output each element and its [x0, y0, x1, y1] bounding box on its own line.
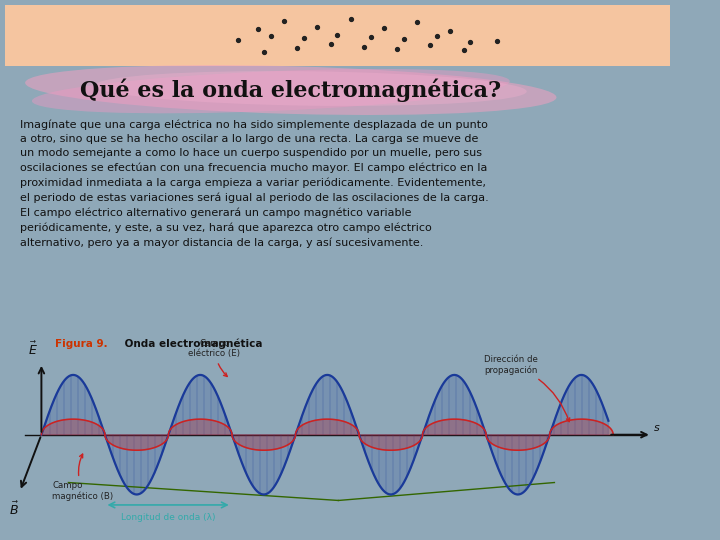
Polygon shape	[105, 435, 168, 450]
Text: Longitud de onda (λ): Longitud de onda (λ)	[121, 514, 215, 522]
Text: Campo
eléctrico (E): Campo eléctrico (E)	[188, 339, 240, 376]
Text: Imagínate que una carga eléctrica no ha sido simplemente desplazada de un punto
: Imagínate que una carga eléctrica no ha …	[19, 119, 488, 247]
Ellipse shape	[32, 69, 510, 113]
Text: $\vec{B}$: $\vec{B}$	[9, 501, 19, 518]
Polygon shape	[549, 419, 613, 435]
Text: Dirección de
propagación: Dirección de propagación	[484, 355, 570, 422]
Polygon shape	[295, 419, 359, 435]
Text: $\vec{E}$: $\vec{E}$	[28, 341, 38, 359]
Text: Campo
magnético (B): Campo magnético (B)	[53, 454, 113, 501]
Polygon shape	[42, 419, 105, 435]
Text: Figura 9.: Figura 9.	[55, 339, 107, 349]
Ellipse shape	[95, 71, 527, 106]
Text: Onda electromagnética: Onda electromagnética	[122, 339, 263, 349]
Polygon shape	[486, 435, 549, 450]
Ellipse shape	[25, 65, 557, 115]
Polygon shape	[232, 435, 295, 450]
FancyBboxPatch shape	[5, 5, 670, 66]
Polygon shape	[359, 435, 423, 450]
Polygon shape	[168, 419, 232, 435]
Text: s: s	[654, 423, 660, 433]
Text: Qué es la onda electromagnética?: Qué es la onda electromagnética?	[80, 78, 501, 102]
Polygon shape	[423, 419, 486, 435]
